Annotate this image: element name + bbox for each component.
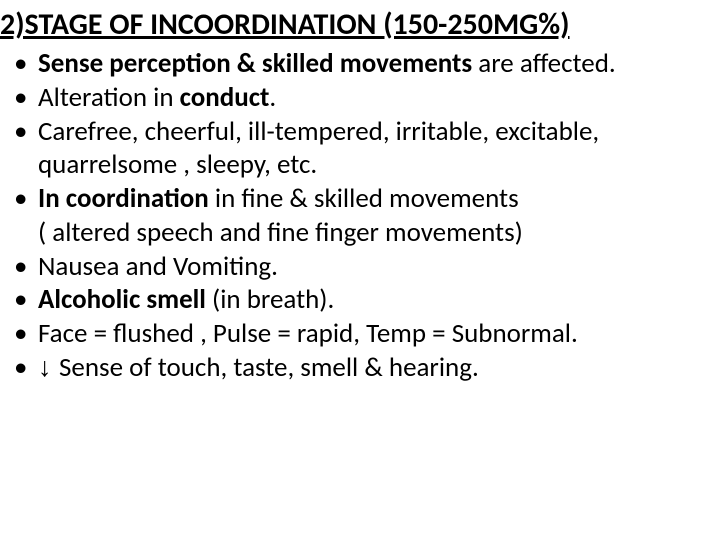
text: are affected.: [472, 47, 616, 80]
text: (in breath).: [206, 283, 334, 316]
slide-title: 2)STAGE OF INCOORDINATION (150-250MG%): [0, 8, 716, 41]
text-bold: conduct: [180, 81, 270, 114]
text: Face = flushed , Pulse = rapid, Temp = S…: [38, 317, 578, 350]
list-item: Carefree, cheerful, ill-tempered, irrita…: [0, 115, 716, 183]
text: Nausea and Vomiting.: [38, 250, 278, 283]
list-item: Face = flushed , Pulse = rapid, Temp = S…: [0, 317, 716, 351]
list-item: Alcoholic smell (in breath).: [0, 283, 716, 317]
text: in fine & skilled movements: [209, 182, 519, 215]
text: Sense of touch, taste, smell & hearing.: [59, 351, 479, 384]
list-item: ↓ Sense of touch, taste, smell & hearing…: [0, 351, 716, 385]
list-item: In coordination in fine & skilled moveme…: [0, 182, 716, 216]
text-bold: Sense perception & skilled movements: [38, 47, 472, 80]
text: Carefree, cheerful, ill-tempered, irrita…: [38, 115, 599, 182]
text: Alteration in: [38, 81, 180, 114]
bullet-list: Sense perception & skilled movements are…: [0, 47, 716, 385]
list-item: Alteration in conduct.: [0, 81, 716, 115]
sub-line: ( altered speech and fine finger movemen…: [0, 216, 716, 250]
list-item: Nausea and Vomiting.: [0, 250, 716, 284]
text: .: [269, 81, 276, 114]
list-item: Sense perception & skilled movements are…: [0, 47, 716, 81]
down-arrow-icon: ↓: [38, 352, 59, 382]
text-bold: In coordination: [38, 182, 209, 215]
slide: 2)STAGE OF INCOORDINATION (150-250MG%) S…: [0, 0, 720, 540]
text-bold: Alcoholic smell: [38, 283, 206, 316]
